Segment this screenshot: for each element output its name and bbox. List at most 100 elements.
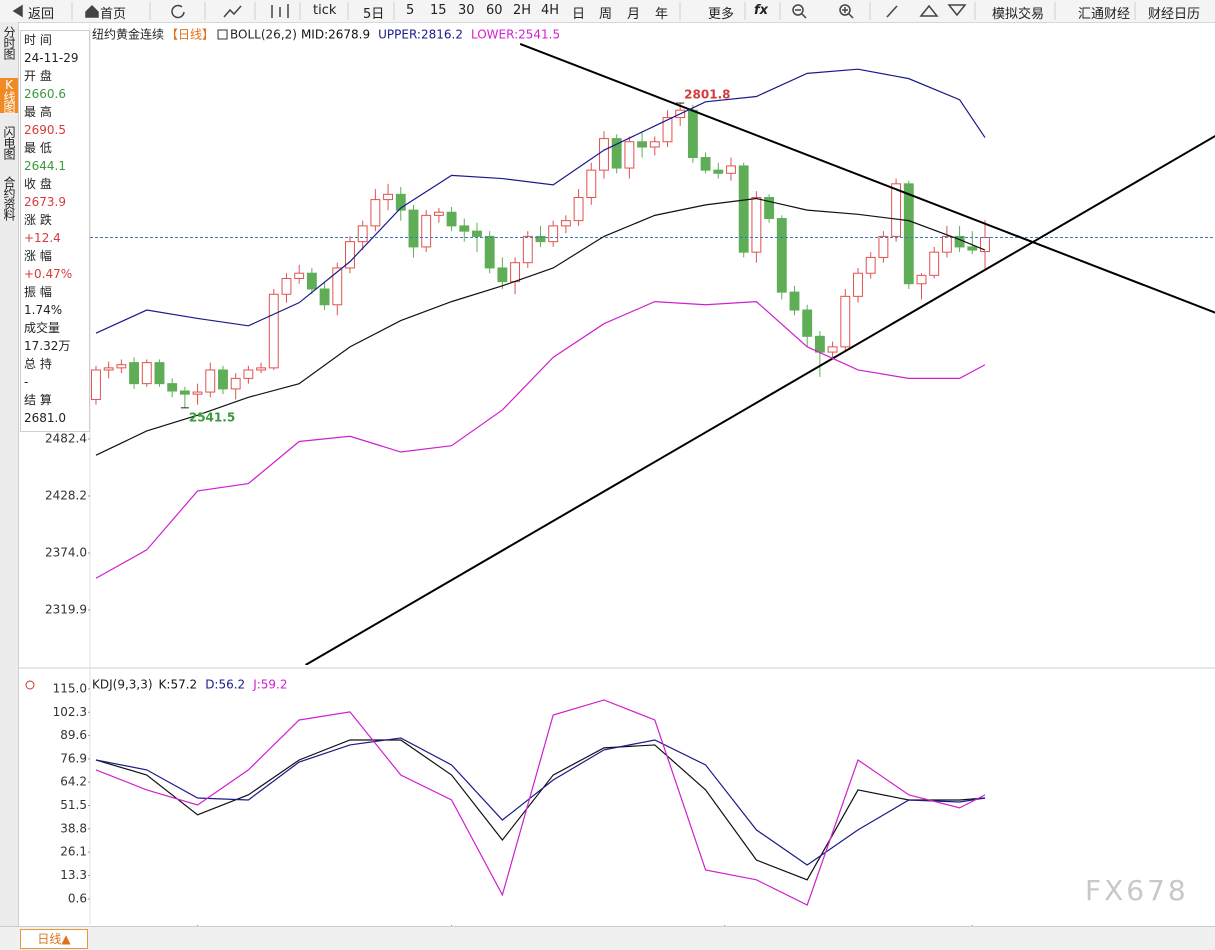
candle-body <box>700 157 711 171</box>
tool-button[interactable]: 模拟交易 <box>992 7 1045 22</box>
candle-body <box>421 214 432 248</box>
candle-body <box>802 309 813 337</box>
candle-icon <box>271 4 289 18</box>
y-tick-label: 64.2 <box>60 775 87 789</box>
chart-title: 纽约黄金连续 <box>92 27 164 42</box>
side-tab[interactable]: 合约资料 <box>2 176 16 220</box>
tool-button[interactable]: 月 <box>627 7 641 22</box>
series-line <box>95 301 986 579</box>
y-tick-label: 0.6 <box>68 891 87 905</box>
tool-button[interactable]: 年 <box>655 7 669 22</box>
series-line <box>95 68 986 334</box>
period-tab[interactable]: 日线▲ <box>20 929 88 949</box>
candle-body <box>789 291 800 311</box>
info-value: +0.47% <box>24 267 73 281</box>
y-tick-label: 2482.4 <box>45 431 87 445</box>
info-value: 2660.6 <box>24 87 66 101</box>
candle-body <box>408 209 419 248</box>
chart-title: KDJ(9,3,3) <box>92 678 153 692</box>
candle-body <box>497 267 508 283</box>
plot <box>90 42 1215 665</box>
back-icon <box>12 4 23 18</box>
candle-body <box>560 220 571 227</box>
candle-body <box>916 274 927 285</box>
indicator-icon <box>217 29 228 40</box>
info-value: 2690.5 <box>24 123 66 137</box>
tool-button[interactable]: 2H <box>513 3 532 18</box>
low-label: 2541.5 <box>189 410 235 424</box>
tool-button[interactable]: 60 <box>486 3 503 18</box>
tool-button[interactable]: 5 <box>406 3 415 18</box>
tool-button[interactable]: 汇通财经 <box>1078 7 1131 22</box>
zoom-in-icon <box>839 4 851 16</box>
legend-label: MID:2678.9 <box>301 28 370 42</box>
candle-body <box>624 141 635 169</box>
side-tab[interactable]: K线图 <box>0 78 18 113</box>
side-tab[interactable]: 闪电图 <box>2 126 16 159</box>
candle-body <box>472 230 482 237</box>
tool-button[interactable]: 30 <box>458 3 475 18</box>
legend-label: D:56.2 <box>205 678 245 692</box>
y-tick-label: 89.6 <box>60 728 87 742</box>
info-label: 开 盘 <box>24 69 52 83</box>
tool-button[interactable]: 4H <box>541 3 560 18</box>
candle-body <box>535 235 546 243</box>
tool-button[interactable]: 周 <box>599 7 613 22</box>
info-label: 成交量 <box>24 321 61 335</box>
tool-button[interactable]: fx <box>754 3 769 18</box>
draw-icon <box>886 5 898 18</box>
candle-body <box>853 272 863 297</box>
legend-label: J:59.2 <box>252 678 287 692</box>
candle-body <box>167 383 178 392</box>
candle-body <box>814 335 825 353</box>
candle-body <box>446 211 457 227</box>
chart-icon <box>223 5 242 18</box>
info-value: 1.74% <box>24 303 63 317</box>
candle-body <box>611 138 622 169</box>
info-panel: 时 间 24-11-29 开 盘 2660.6 最 高 2690.5 最 低 2644.1 收 … <box>20 30 90 432</box>
candle-body <box>687 109 698 159</box>
candle-body <box>129 362 140 385</box>
trendline <box>305 134 1215 665</box>
candle-body <box>345 241 355 269</box>
tool-button[interactable]: 财经日历 <box>1148 7 1201 22</box>
candle-body <box>357 225 368 243</box>
candle-body <box>891 183 902 237</box>
info-label: 收 盘 <box>24 177 52 191</box>
side-tabs: 分时图 K线图 闪电图 合约资料 <box>0 22 19 927</box>
candle-body <box>751 196 762 253</box>
y-tick-label: 51.5 <box>60 798 87 812</box>
refresh-icon <box>171 4 185 19</box>
candle-body <box>738 165 749 253</box>
candle-body <box>433 211 444 216</box>
candle-body <box>637 141 648 148</box>
tool-button[interactable]: 5日 <box>363 7 385 22</box>
up-icon <box>919 4 939 17</box>
tool-button[interactable]: tick <box>313 3 337 18</box>
candle-body <box>218 369 228 390</box>
side-tab[interactable]: 分时图 <box>2 26 16 59</box>
tool-button[interactable]: 首页 <box>100 7 127 22</box>
y-tick-label: 2374.0 <box>45 545 87 559</box>
y-tick-label: 102.3 <box>53 705 87 719</box>
tool-button[interactable]: 返回 <box>28 7 55 22</box>
candle-body <box>294 272 305 279</box>
tool-button[interactable]: 15 <box>430 3 447 18</box>
tool-button[interactable]: 日 <box>572 7 586 22</box>
info-value: 17.32万 <box>24 339 71 353</box>
candle-body <box>332 267 343 306</box>
candle-body <box>116 364 127 369</box>
candle-body <box>459 225 470 232</box>
y-tick-label: 2428.2 <box>45 488 87 502</box>
candle-body <box>268 293 279 369</box>
candle-body <box>230 377 241 390</box>
series-line <box>95 699 986 906</box>
y-tick-label: 76.9 <box>60 751 87 765</box>
tool-button[interactable]: 更多 <box>708 7 735 22</box>
candle-body <box>941 235 952 253</box>
legend-label: LOWER:2541.5 <box>471 28 560 42</box>
settings-icon <box>25 680 35 690</box>
high-label: 2801.8 <box>684 88 730 102</box>
info-value: - <box>24 375 29 389</box>
